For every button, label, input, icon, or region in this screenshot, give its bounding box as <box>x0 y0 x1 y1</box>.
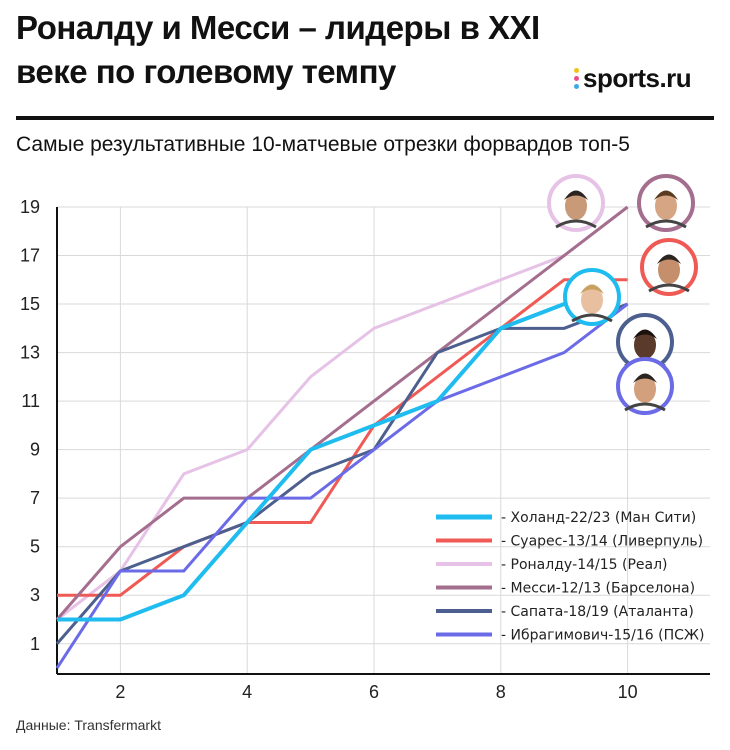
series-line-messi <box>55 205 629 621</box>
x-tick-label: 4 <box>242 682 252 702</box>
haaland-face <box>581 286 603 314</box>
logo-dot-yellow <box>574 67 579 73</box>
ronaldo-shoulders <box>555 219 597 229</box>
ibrahimovic-face <box>634 375 656 403</box>
x-tick-label: 8 <box>496 682 506 702</box>
series-line-haaland <box>57 302 596 622</box>
chart-subtitle: Самые результативные 10-матчевые отрезки… <box>16 133 630 156</box>
messi-face <box>655 192 677 220</box>
suarez-hair <box>657 254 681 264</box>
haaland-shoulders <box>571 313 613 323</box>
zapata-face <box>634 331 656 359</box>
sports-ru-logo: sports.ru <box>574 58 692 98</box>
haaland-hair <box>580 284 604 294</box>
brand-name: sports.ru <box>583 62 692 93</box>
logo-dot-blue <box>574 83 579 89</box>
y-tick-label: 7 <box>30 488 40 508</box>
data-source: Данные: Transfermarkt <box>16 717 161 733</box>
y-tick-label: 1 <box>30 634 40 654</box>
series-line-ibrahimovic <box>55 302 629 669</box>
suarez-face <box>658 256 680 284</box>
ibrahimovic-hair <box>633 373 657 383</box>
ronaldo-hair <box>564 190 588 200</box>
logo-dot-pink <box>574 75 579 81</box>
y-tick-label: 19 <box>20 197 40 217</box>
messi-shoulders <box>645 219 687 229</box>
y-tick-label: 17 <box>20 246 40 266</box>
chart-title: Роналду и Месси – лидеры в XXI веке по г… <box>16 9 540 90</box>
suarez-shoulders <box>648 283 690 293</box>
title-divider <box>16 116 714 120</box>
x-tick-label: 6 <box>369 682 379 702</box>
y-tick-label: 3 <box>30 585 40 605</box>
ibrahimovic-shoulders <box>624 402 666 412</box>
x-tick-label: 2 <box>115 682 125 702</box>
series-line-zapata <box>55 302 629 645</box>
y-tick-label: 9 <box>30 440 40 460</box>
y-tick-label: 13 <box>20 343 40 363</box>
y-tick-label: 15 <box>20 294 40 314</box>
legend-label: - Роналду-14/15 (Реал) <box>501 557 668 573</box>
legend-label: - Месси-12/13 (Барселона) <box>501 581 695 597</box>
y-tick-label: 5 <box>30 537 40 557</box>
logo-dots-icon <box>574 67 579 89</box>
messi-hair <box>654 190 678 200</box>
legend-label: - Сапата-18/19 (Аталанта) <box>501 604 694 620</box>
ronaldo-face <box>565 192 587 220</box>
legend-label: - Холанд-22/23 (Ман Сити) <box>501 510 696 526</box>
legend-label: - Суарес-13/14 (Ливерпуль) <box>501 534 703 550</box>
zapata-hair <box>633 329 657 339</box>
y-tick-label: 11 <box>21 391 40 411</box>
x-tick-label: 10 <box>618 682 638 702</box>
legend-label: - Ибрагимович-15/16 (ПСЖ) <box>501 628 704 644</box>
